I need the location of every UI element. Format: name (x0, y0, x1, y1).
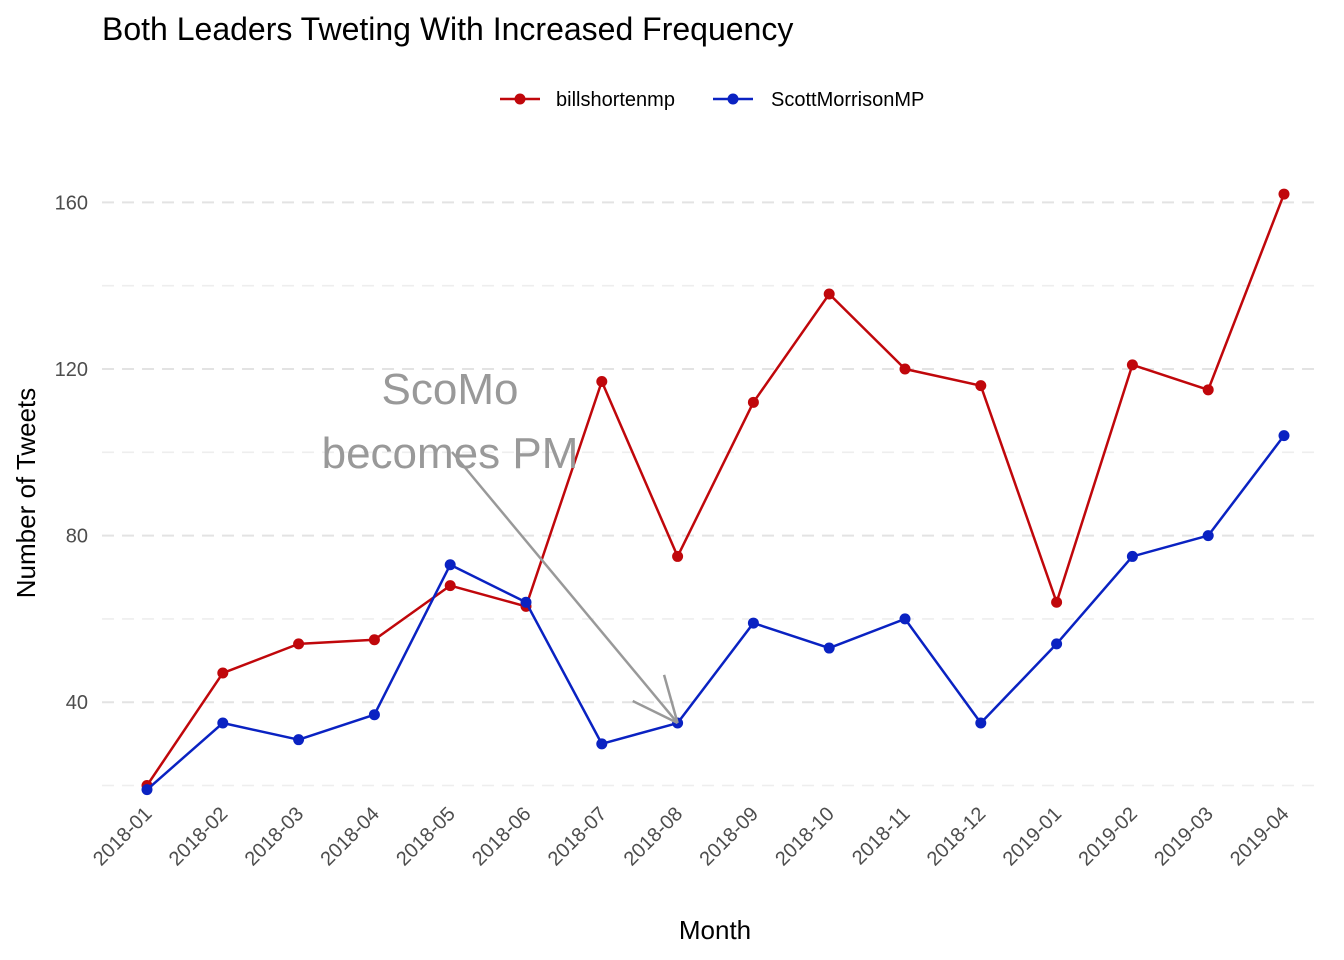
annotation-arrow-head (662, 674, 679, 724)
data-point-billshortenmp (596, 375, 608, 387)
x-tick-label: 2019-02 (1074, 803, 1141, 870)
y-axis-title: Number of Tweets (11, 388, 41, 599)
chart-title: Both Leaders Tweting With Increased Freq… (102, 11, 793, 47)
data-point-scottmorrisonmp (596, 738, 608, 750)
y-tick-label: 120 (55, 359, 88, 381)
data-point-scottmorrisonmp (1126, 550, 1138, 562)
x-axis-ticks: 2018-01 2018-02 2018-03 2018-04 2018-05 2018-… (89, 803, 1293, 870)
x-tick-label: 2019-03 (1150, 803, 1217, 870)
legend-swatch-point (727, 93, 739, 105)
x-axis-title: Month (679, 915, 751, 945)
data-point-billshortenmp (293, 638, 305, 650)
annotation-arrow-shaft (451, 451, 679, 724)
x-tick-label: 2018-02 (165, 803, 232, 870)
annotation-arrow-head (632, 699, 679, 725)
data-point-billshortenmp (975, 380, 987, 392)
data-point-billshortenmp (1278, 188, 1290, 200)
data-point-scottmorrisonmp (975, 717, 987, 729)
legend-label: billshortenmp (556, 89, 675, 111)
data-point-billshortenmp (747, 396, 759, 408)
data-point-billshortenmp (899, 363, 911, 375)
series-group (141, 188, 1290, 796)
x-tick-label: 2018-01 (89, 803, 156, 870)
legend: billshortenmp ScottMorrisonMP (500, 89, 924, 111)
x-tick-label: 2018-07 (544, 803, 611, 870)
annotation-text: becomes PM (322, 429, 579, 478)
y-tick-label: 160 (55, 192, 88, 214)
series-line-scottmorrisonmp (146, 434, 1285, 791)
data-point-scottmorrisonmp (899, 613, 911, 625)
data-point-billshortenmp (1202, 384, 1214, 396)
x-tick-label: 2018-09 (695, 803, 762, 870)
y-axis-ticks: 40 80 120 160 (55, 192, 88, 714)
data-point-scottmorrisonmp (747, 617, 759, 629)
data-point-scottmorrisonmp (520, 596, 532, 608)
annotation-text: ScoMo (382, 365, 519, 414)
data-point-scottmorrisonmp (823, 642, 835, 654)
series-line-billshortenmp (145, 193, 1286, 787)
legend-label: ScottMorrisonMP (771, 89, 924, 111)
x-tick-label: 2018-03 (241, 803, 308, 870)
x-tick-label: 2018-12 (923, 803, 990, 870)
gridlines (102, 201, 1322, 787)
x-tick-label: 2018-05 (392, 803, 459, 870)
data-point-scottmorrisonmp (141, 784, 153, 796)
x-tick-label: 2018-06 (468, 803, 535, 870)
x-tick-label: 2019-04 (1226, 803, 1293, 870)
annotation: ScoMo becomes PM (322, 365, 679, 725)
data-point-billshortenmp (217, 667, 229, 679)
data-point-scottmorrisonmp (1278, 430, 1290, 442)
x-tick-label: 2018-04 (316, 803, 383, 870)
data-point-billshortenmp (823, 288, 835, 300)
x-tick-label: 2018-08 (620, 803, 687, 870)
x-tick-label: 2018-10 (771, 803, 838, 870)
data-point-billshortenmp (444, 580, 456, 592)
data-point-scottmorrisonmp (217, 717, 229, 729)
data-point-scottmorrisonmp (293, 734, 305, 746)
x-tick-label: 2018-11 (848, 803, 914, 869)
data-point-billshortenmp (672, 550, 684, 562)
y-tick-label: 40 (66, 692, 88, 714)
x-tick-label: 2019-01 (999, 803, 1066, 870)
data-point-scottmorrisonmp (1051, 638, 1063, 650)
data-point-scottmorrisonmp (444, 559, 456, 571)
y-tick-label: 80 (66, 526, 88, 548)
data-point-scottmorrisonmp (368, 709, 380, 721)
data-point-billshortenmp (1051, 596, 1063, 608)
data-point-billshortenmp (368, 634, 380, 646)
data-point-billshortenmp (1126, 359, 1138, 371)
legend-swatch-point (514, 93, 526, 105)
data-point-scottmorrisonmp (1202, 530, 1214, 542)
